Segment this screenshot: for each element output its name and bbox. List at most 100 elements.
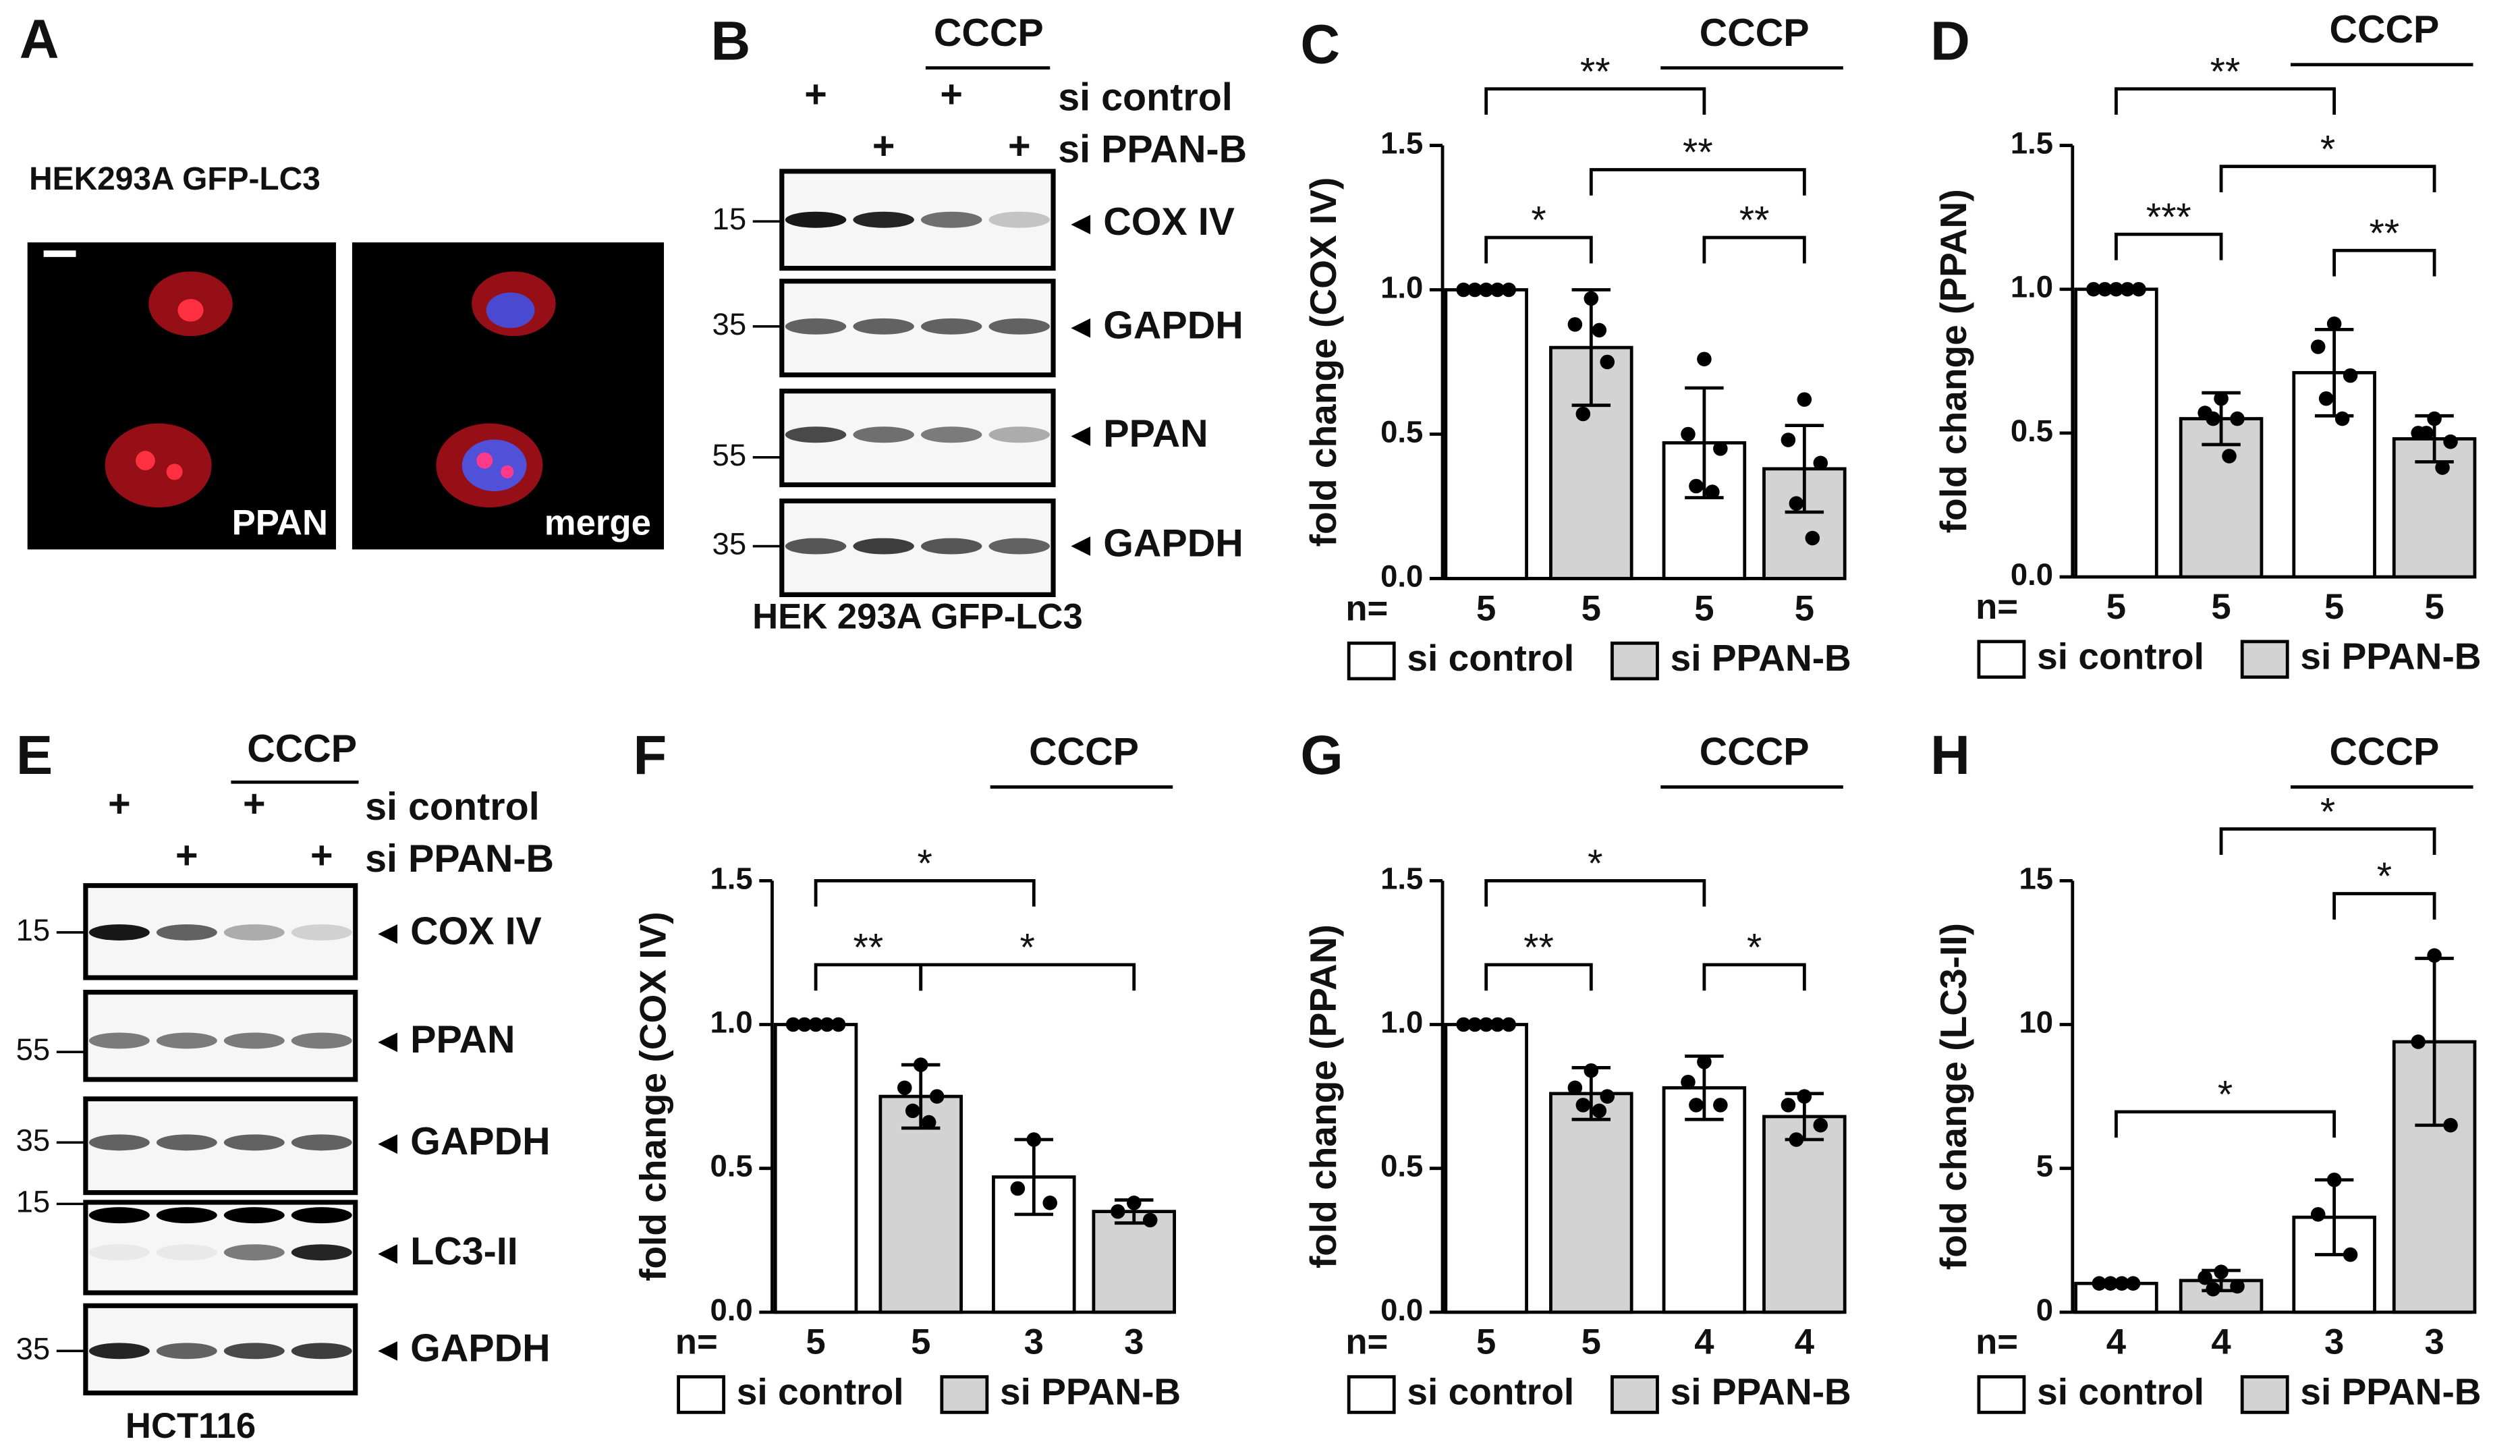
marker-label: 35 [16, 1331, 51, 1366]
legend-label: si PPAN-B [2300, 1371, 2481, 1413]
panel-a: A HEK293A GFP-LC3 PPAN merge [20, 9, 665, 550]
band [988, 426, 1051, 443]
data-point [1600, 1089, 1615, 1104]
data-point [1490, 282, 1505, 298]
y-tick-label: 0.0 [1380, 1293, 1423, 1327]
y-tick-label: 1.0 [2011, 270, 2053, 304]
data-point [913, 1057, 928, 1072]
data-point [2206, 1281, 2220, 1297]
arrowhead [378, 1341, 397, 1361]
data-point [2214, 1264, 2229, 1279]
data-point [831, 1017, 846, 1032]
significance-bracket [2332, 892, 2436, 920]
legend-swatch [1977, 640, 2026, 679]
data-point [808, 1017, 823, 1032]
n-value: 3 [1124, 1322, 1144, 1362]
treatment-label: CCCP [1700, 731, 1810, 774]
y-tick-label: 1.5 [2011, 126, 2053, 161]
data-point [1797, 392, 1812, 407]
band [223, 1244, 285, 1261]
error-bar [1571, 288, 1611, 408]
band [291, 1134, 352, 1151]
significance-label: * [1531, 199, 1546, 242]
n-value: 4 [1694, 1322, 1714, 1362]
band [853, 211, 914, 228]
band [223, 1343, 285, 1360]
band [156, 924, 217, 941]
data-point [1805, 530, 1820, 546]
band [291, 1032, 352, 1049]
treatment-label: CCCP [1700, 11, 1810, 55]
band [920, 211, 982, 228]
blot-label: GAPDH [410, 1120, 551, 1163]
marker-label: 15 [712, 202, 747, 236]
n-value: 5 [1581, 588, 1601, 628]
data-point [2230, 1279, 2245, 1294]
data-point [1142, 1212, 1158, 1228]
n-value: 5 [2106, 587, 2126, 627]
caption: HEK 293A GFP-LC3 [752, 596, 1083, 636]
treatment-label: CCCP [2329, 8, 2439, 51]
legend-label: si PPAN-B [1671, 1371, 1851, 1413]
band [88, 1343, 150, 1360]
y-tick-label: 0.0 [2011, 557, 2053, 592]
n-label: n= [1345, 1322, 1388, 1362]
data-point [1567, 317, 1583, 332]
band [223, 1134, 285, 1151]
marker-label: 15 [16, 913, 51, 947]
significance-bracket [1484, 235, 1593, 264]
n-value: 5 [1795, 588, 1814, 628]
data-point [2120, 281, 2135, 297]
n-value: 5 [1476, 1322, 1496, 1362]
n-value: 5 [1694, 588, 1714, 628]
data-point [2310, 339, 2326, 354]
data-point [1797, 1089, 1812, 1104]
band [853, 318, 914, 335]
n-value: 4 [2211, 1322, 2231, 1362]
band [88, 1207, 150, 1224]
data-point [1681, 1074, 1696, 1090]
data-point [2115, 1276, 2129, 1291]
data-point [1592, 1103, 1607, 1119]
legend-swatch [1347, 641, 1396, 681]
legend-swatch [677, 1375, 726, 1414]
data-point [2103, 1276, 2118, 1291]
data-point [1705, 484, 1720, 499]
band [920, 318, 982, 335]
blot-label: GAPDH [1103, 522, 1243, 565]
band [785, 538, 847, 555]
panel-label: G [1300, 725, 1343, 786]
arrowhead [1071, 318, 1091, 338]
nucleolus [166, 464, 183, 480]
data-point [1713, 441, 1728, 456]
legend-swatch [2240, 1375, 2289, 1414]
y-tick-label: 15 [2019, 861, 2053, 895]
band [785, 211, 847, 228]
band [785, 318, 847, 335]
data-point [2214, 391, 2229, 406]
n-value: 3 [2424, 1322, 2444, 1362]
data-point [1111, 1204, 1125, 1219]
data-point [1813, 1117, 1828, 1133]
lane-mark: + [940, 73, 963, 116]
data-point [1478, 1017, 1494, 1032]
nucleus [461, 439, 527, 492]
legend-swatch [2240, 640, 2289, 679]
legend-label: si PPAN-B [1000, 1371, 1181, 1413]
n-label: n= [1976, 1322, 2018, 1362]
y-tick-label: 0.5 [2011, 414, 2053, 448]
data-point [1689, 1098, 1704, 1113]
band [291, 1207, 352, 1224]
lane-mark: + [175, 834, 198, 877]
data-point [2326, 1172, 2342, 1187]
treatment-label: CCCP [2329, 731, 2439, 774]
n-value: 5 [806, 1322, 825, 1362]
data-point [1456, 1017, 1471, 1032]
marker-label: 35 [16, 1123, 51, 1157]
band [291, 1343, 352, 1360]
n-value: 5 [2424, 587, 2444, 627]
band [223, 1032, 285, 1049]
